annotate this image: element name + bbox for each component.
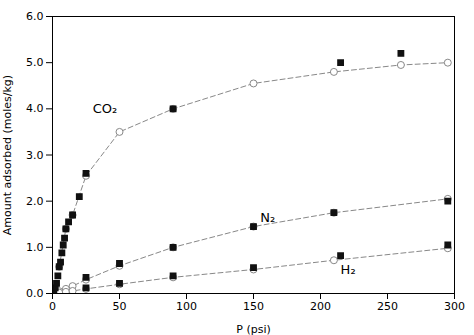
svg-text:200: 200 [310,300,331,313]
svg-text:H₂: H₂ [341,262,356,277]
svg-text:50: 50 [113,300,127,313]
svg-text:100: 100 [176,300,197,313]
svg-text:2.0: 2.0 [26,195,44,208]
svg-text:250: 250 [377,300,398,313]
svg-text:5.0: 5.0 [26,56,44,69]
svg-text:1.0: 1.0 [26,241,44,254]
svg-text:Amount adsorbed (moles/kg): Amount adsorbed (moles/kg) [1,75,14,235]
svg-text:N₂: N₂ [260,210,275,225]
svg-text:3.0: 3.0 [26,149,44,162]
svg-text:CO₂: CO₂ [93,101,118,116]
svg-text:4.0: 4.0 [26,102,44,115]
svg-text:0: 0 [49,300,56,313]
svg-text:150: 150 [243,300,264,313]
svg-text:6.0: 6.0 [26,10,44,23]
svg-text:0.0: 0.0 [26,287,44,300]
svg-text:300: 300 [444,300,465,313]
svg-text:P (psi): P (psi) [236,323,270,335]
